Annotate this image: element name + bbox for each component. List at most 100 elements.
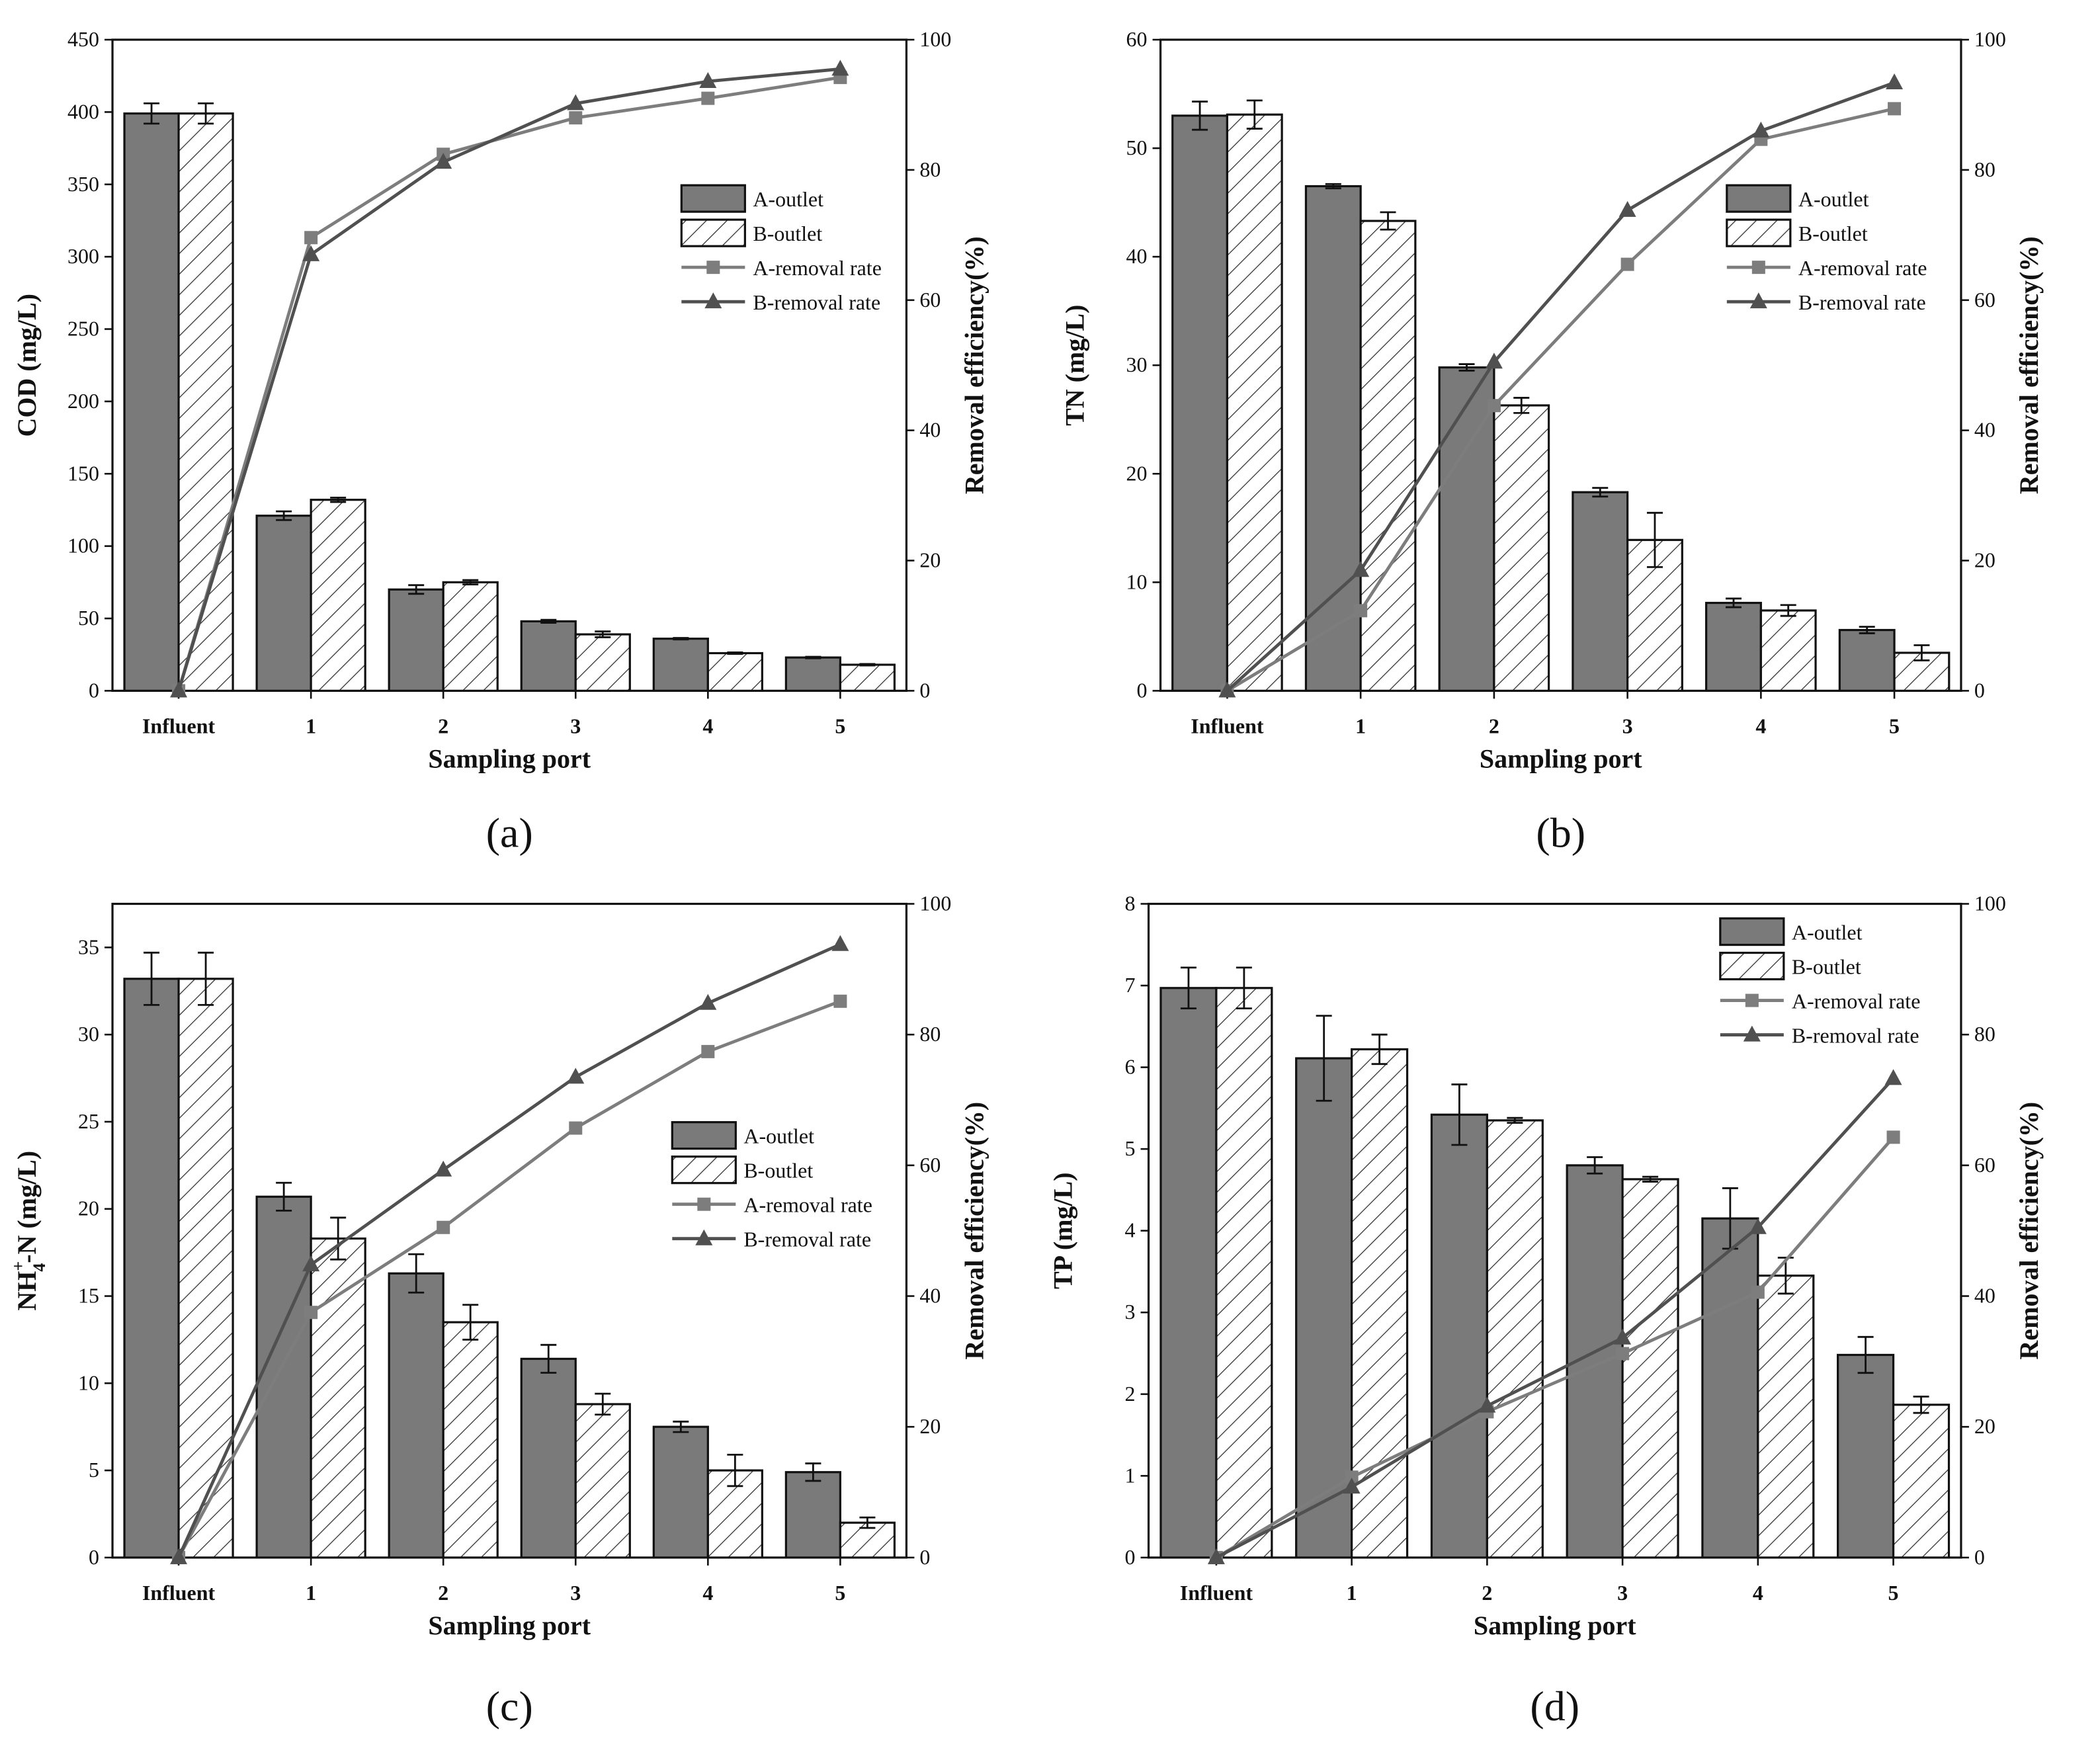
plot-frame — [111, 902, 908, 1559]
y2-tick-label: 20 — [919, 548, 941, 572]
marker-triangle — [435, 1160, 452, 1177]
marker-square — [1487, 399, 1501, 413]
marker-square — [1620, 257, 1634, 271]
marker-square — [569, 1121, 583, 1135]
y2-tick-label: 100 — [1974, 892, 2006, 915]
bar-a-outlet — [1838, 628, 1896, 692]
y2-tick-label: 40 — [1974, 1284, 1995, 1308]
legend-label: B-outlet — [1798, 222, 1868, 245]
marker-triangle — [302, 245, 320, 261]
marker-triangle — [567, 94, 585, 110]
marker-triangle — [1478, 1396, 1496, 1413]
y-tick-label: 5 — [1125, 1136, 1136, 1160]
y-tick-label: 8 — [1125, 892, 1136, 915]
x-tick-label: 4 — [1753, 1581, 1763, 1605]
y-tick-label: 25 — [78, 1109, 99, 1133]
x-tick-label: Influent — [142, 1581, 216, 1605]
line-b-removal-rate — [1215, 1077, 1895, 1560]
panel-label: (a) — [486, 809, 533, 856]
bar-a-outlet — [520, 1357, 577, 1559]
legend: A-outlet B-outlet A-removal rate B-removal … — [671, 1121, 872, 1251]
x-tick-label: 2 — [438, 1581, 448, 1605]
x-tick-label: 2 — [1489, 714, 1499, 737]
y2-tick-label: 0 — [919, 1545, 930, 1569]
bar-a-outlet — [255, 1195, 312, 1559]
legend-swatch-b-outlet — [1726, 218, 1792, 247]
marker-square — [304, 231, 318, 245]
x-tick-label: 3 — [1622, 714, 1633, 737]
marker-square — [1886, 1130, 1900, 1144]
marker-triangle — [1884, 1069, 1902, 1085]
y2-axis-title: Removal efficiency(%) — [959, 236, 989, 494]
line-a-removal-rate — [177, 999, 841, 1559]
marker-triangle — [1207, 1548, 1225, 1564]
legend-swatch-a-outlet — [1726, 184, 1792, 213]
legend: A-outlet B-outlet A-removal rate B-removal … — [680, 184, 882, 314]
marker-triangle — [435, 153, 452, 169]
legend-marker-triangle — [1749, 292, 1767, 309]
line-b-removal-rate — [177, 943, 841, 1558]
marker-square — [701, 91, 715, 105]
legend-swatch-b-outlet — [671, 1155, 737, 1185]
marker-triangle — [831, 60, 849, 76]
bar-b-outlet — [574, 1403, 631, 1559]
y-tick-label: 100 — [67, 534, 99, 558]
bar-a-outlet — [1295, 1057, 1353, 1559]
bar-b-outlet — [1757, 1275, 1815, 1559]
bar-b-outlet — [1359, 220, 1417, 692]
legend-label: B-outlet — [1792, 955, 1861, 979]
x-tick-label: 5 — [1888, 1581, 1899, 1605]
y-tick-label: 50 — [1126, 136, 1148, 159]
marker-triangle — [699, 72, 717, 89]
bar-a-outlet — [1430, 1113, 1488, 1559]
legend-label: B-removal rate — [753, 290, 880, 314]
y-tick-label: 20 — [1126, 461, 1148, 485]
legend-label: A-outlet — [1792, 921, 1863, 945]
marker-square — [1345, 1470, 1359, 1484]
legend-label: A-outlet — [743, 1124, 814, 1148]
line-b-removal-rate — [177, 67, 841, 692]
bar-a-outlet — [1159, 987, 1218, 1559]
x-tick-label: 2 — [1482, 1581, 1492, 1605]
y-tick-label: 10 — [78, 1370, 99, 1394]
y-tick-label: 250 — [67, 317, 99, 341]
marker-square — [1888, 102, 1902, 116]
bar-a-outlet — [1837, 1353, 1895, 1559]
legend-swatch-b-outlet — [1719, 951, 1785, 981]
x-tick-label: 5 — [835, 1581, 845, 1605]
marker-triangle — [1485, 353, 1503, 369]
y-tick-label: 2 — [1125, 1382, 1136, 1406]
bar-a-outlet — [123, 112, 180, 692]
x-tick-label: 2 — [438, 714, 448, 737]
marker-triangle — [1886, 73, 1904, 89]
legend-marker-triangle — [695, 1229, 713, 1245]
legend-label: A-outlet — [1798, 187, 1869, 211]
y-tick-label: 40 — [1126, 244, 1148, 268]
legend-label: B-removal rate — [743, 1228, 871, 1251]
marker-triangle — [1614, 1328, 1632, 1345]
bar-b-outlet — [1226, 113, 1283, 692]
x-tick-label: Influent — [142, 714, 216, 737]
y2-tick-label: 40 — [1974, 418, 1995, 442]
legend-label: A-removal rate — [1792, 989, 1921, 1013]
y2-tick-label: 0 — [1974, 1545, 1985, 1569]
marker-triangle — [1218, 681, 1236, 698]
y-tick-label: 60 — [1126, 27, 1148, 51]
y-tick-label: 50 — [78, 606, 99, 630]
x-tick-label: 1 — [1355, 714, 1366, 737]
chart-panel-2: 0 10 20 30 40 50 60 0 20 40 60 80 100 Influent 1 2 3 4 5 Sa… — [1060, 27, 2044, 856]
legend-swatch-b-outlet — [680, 218, 746, 247]
legend-label: B-outlet — [753, 222, 822, 245]
y2-axis-title: Removal efficiency(%) — [2014, 1102, 2044, 1360]
bar-a-outlet — [1572, 491, 1629, 692]
x-tick-label: 1 — [1347, 1581, 1357, 1605]
marker-triangle — [1752, 121, 1770, 138]
bar-a-outlet — [1701, 1217, 1759, 1559]
line-a-removal-rate — [1215, 1136, 1895, 1559]
bar-b-outlet — [1759, 609, 1817, 692]
y2-axis-title: Removal efficiency(%) — [2014, 236, 2044, 494]
marker-square — [1616, 1347, 1630, 1361]
y-tick-label: 450 — [67, 27, 99, 51]
